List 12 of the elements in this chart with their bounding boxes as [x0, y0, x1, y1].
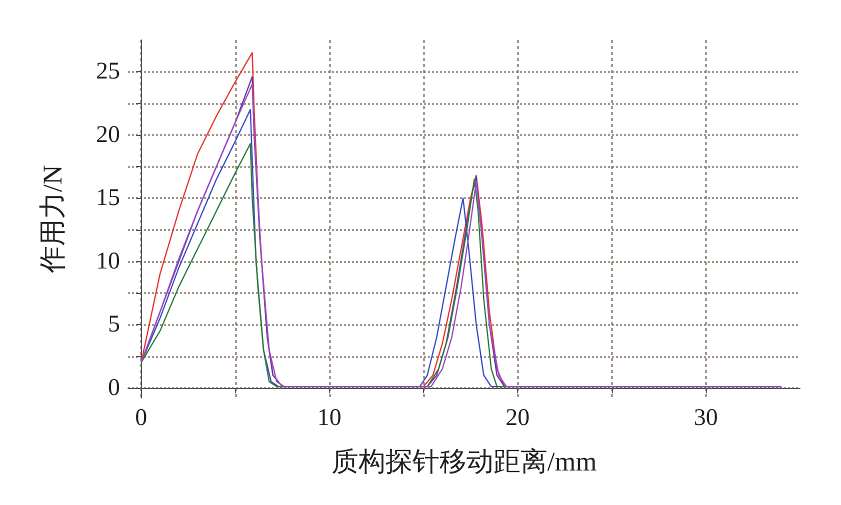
y-axis-title: 作用力/N [38, 165, 68, 274]
y-tick-label: 20 [96, 122, 120, 148]
x-tick-label: 0 [135, 405, 148, 431]
y-tick-label: 0 [108, 374, 120, 401]
x-tick-label: 20 [506, 405, 530, 431]
y-tick-label: 5 [108, 312, 120, 338]
x-axis-title: 质构探针移动距离/mm [331, 446, 597, 476]
y-tick-label: 15 [96, 185, 120, 212]
x-tick-label: 10 [317, 405, 342, 431]
x-tick-label: 30 [694, 405, 718, 431]
y-tick-label: 25 [96, 58, 120, 85]
y-tick-label: 10 [96, 248, 120, 274]
